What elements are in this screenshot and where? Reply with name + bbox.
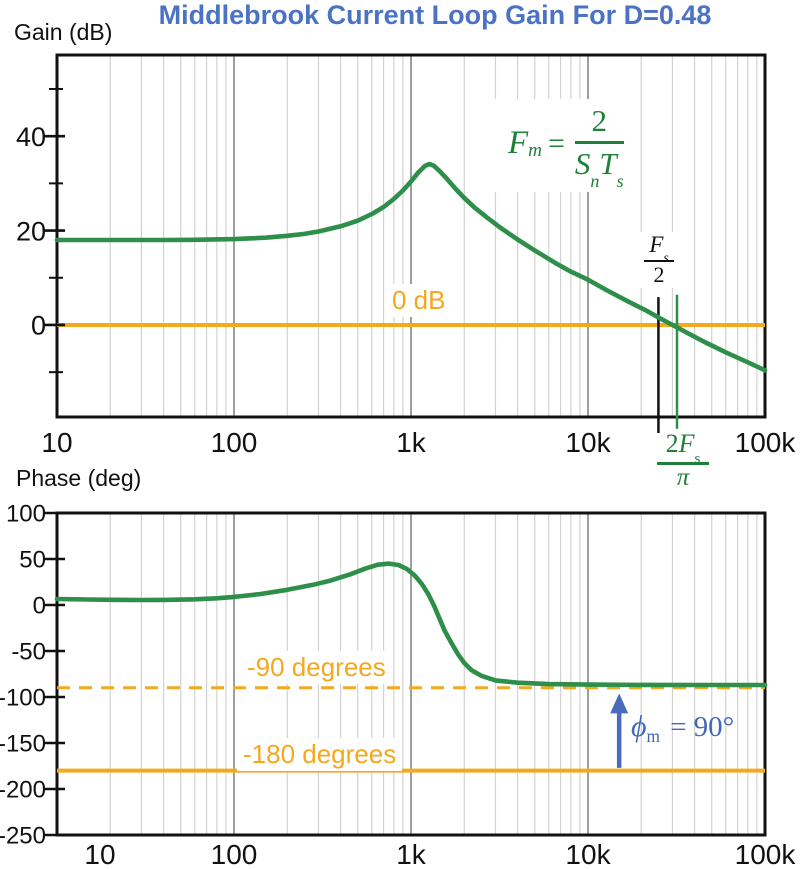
phi-sub: m bbox=[646, 726, 661, 747]
two-fs-over-pi-label: 2Fs π bbox=[651, 429, 715, 491]
phase-y-tick-label: -150 bbox=[0, 731, 46, 758]
gain-plot: 40 20 0 10 100 1k 10k 100k bbox=[16, 53, 796, 458]
phase-y-ticks: 100 50 0 -50 -100 -150 -200 -250 bbox=[0, 501, 65, 850]
formula-denominator: SnTs bbox=[574, 146, 624, 192]
fspi-denominator: π bbox=[676, 463, 690, 491]
fs-over-2-label: Fs 2 bbox=[634, 232, 684, 288]
formula-numerator: 2 bbox=[591, 103, 608, 138]
minus-90-degrees-label: -90 degrees bbox=[241, 651, 392, 684]
phase-y-tick-label: 100 bbox=[6, 501, 46, 528]
current-loop-gain-curve bbox=[54, 161, 768, 373]
phase-margin-arrow bbox=[610, 693, 629, 768]
phase-y-tick-label: -100 bbox=[0, 685, 46, 712]
phase-frame bbox=[55, 511, 767, 837]
phase-x-tick-label: 100k bbox=[735, 839, 797, 869]
minus-180-degrees-label: -180 degrees bbox=[237, 738, 403, 771]
current-loop-phase-curve bbox=[54, 561, 768, 688]
phase-x-tick-label: 100 bbox=[211, 839, 258, 869]
gain-y-ticks: 40 20 0 bbox=[16, 87, 65, 374]
gain-x-tick-label: 100 bbox=[211, 427, 258, 458]
gain-y-tick-label: 20 bbox=[16, 216, 46, 246]
phase-y-tick-label: 50 bbox=[19, 547, 46, 574]
gain-axis-title: Gain (dB) bbox=[14, 19, 113, 45]
gain-x-tick-labels: 10 100 1k 10k 100k bbox=[41, 427, 796, 458]
fspi-numerator: 2Fs bbox=[665, 429, 701, 468]
fs2-denominator: 2 bbox=[653, 261, 665, 287]
phase-y-tick-label: 0 bbox=[33, 593, 46, 620]
phase-plot: 100 50 0 -50 -100 -150 -200 -250 10 100 1k 10k 100k bbox=[0, 501, 796, 869]
phase-margin-value: = 90° bbox=[670, 711, 735, 743]
phase-axis-title: Phase (deg) bbox=[16, 465, 142, 491]
formula-fraction-bar bbox=[574, 141, 624, 144]
gain-x-tick-label: 1k bbox=[396, 427, 427, 458]
gain-x-tick-label: 100k bbox=[735, 427, 797, 458]
fs2-fraction-bar bbox=[644, 259, 674, 262]
phase-x-tick-label: 10 bbox=[84, 839, 115, 869]
formula-F: F bbox=[508, 125, 529, 162]
phase-x-tick-label: 1k bbox=[396, 839, 427, 869]
fs2-numerator: Fs bbox=[649, 232, 669, 266]
fspi-fraction-bar bbox=[657, 462, 709, 465]
chart-title: Middlebrook Current Loop Gain For D=0.48 bbox=[158, 0, 712, 30]
gain-y-tick-label: 40 bbox=[16, 122, 46, 152]
phase-y-tick-label: -200 bbox=[0, 777, 46, 804]
formula-equals: = bbox=[547, 126, 565, 160]
phase-y-tick-label: -50 bbox=[11, 639, 46, 666]
zero-db-label: 0 dB bbox=[386, 284, 452, 317]
gain-x-tick-label: 10k bbox=[565, 427, 611, 458]
phi-symbol: ϕ bbox=[631, 710, 647, 743]
phase-x-tick-label: 10k bbox=[565, 839, 611, 869]
phase-y-tick-label: -250 bbox=[0, 823, 46, 850]
phase-gridlines bbox=[109, 513, 758, 835]
gain-frame bbox=[55, 53, 767, 419]
gain-gridlines bbox=[109, 55, 758, 417]
phase-x-tick-labels: 10 100 1k 10k 100k bbox=[84, 839, 796, 869]
gain-x-tick-label: 10 bbox=[41, 427, 72, 458]
formula-fraction: 2 SnTs bbox=[574, 103, 624, 192]
gain-y-tick-label: 0 bbox=[31, 311, 46, 341]
arrow-head bbox=[610, 693, 629, 714]
formula-F-sub: m bbox=[528, 139, 542, 161]
